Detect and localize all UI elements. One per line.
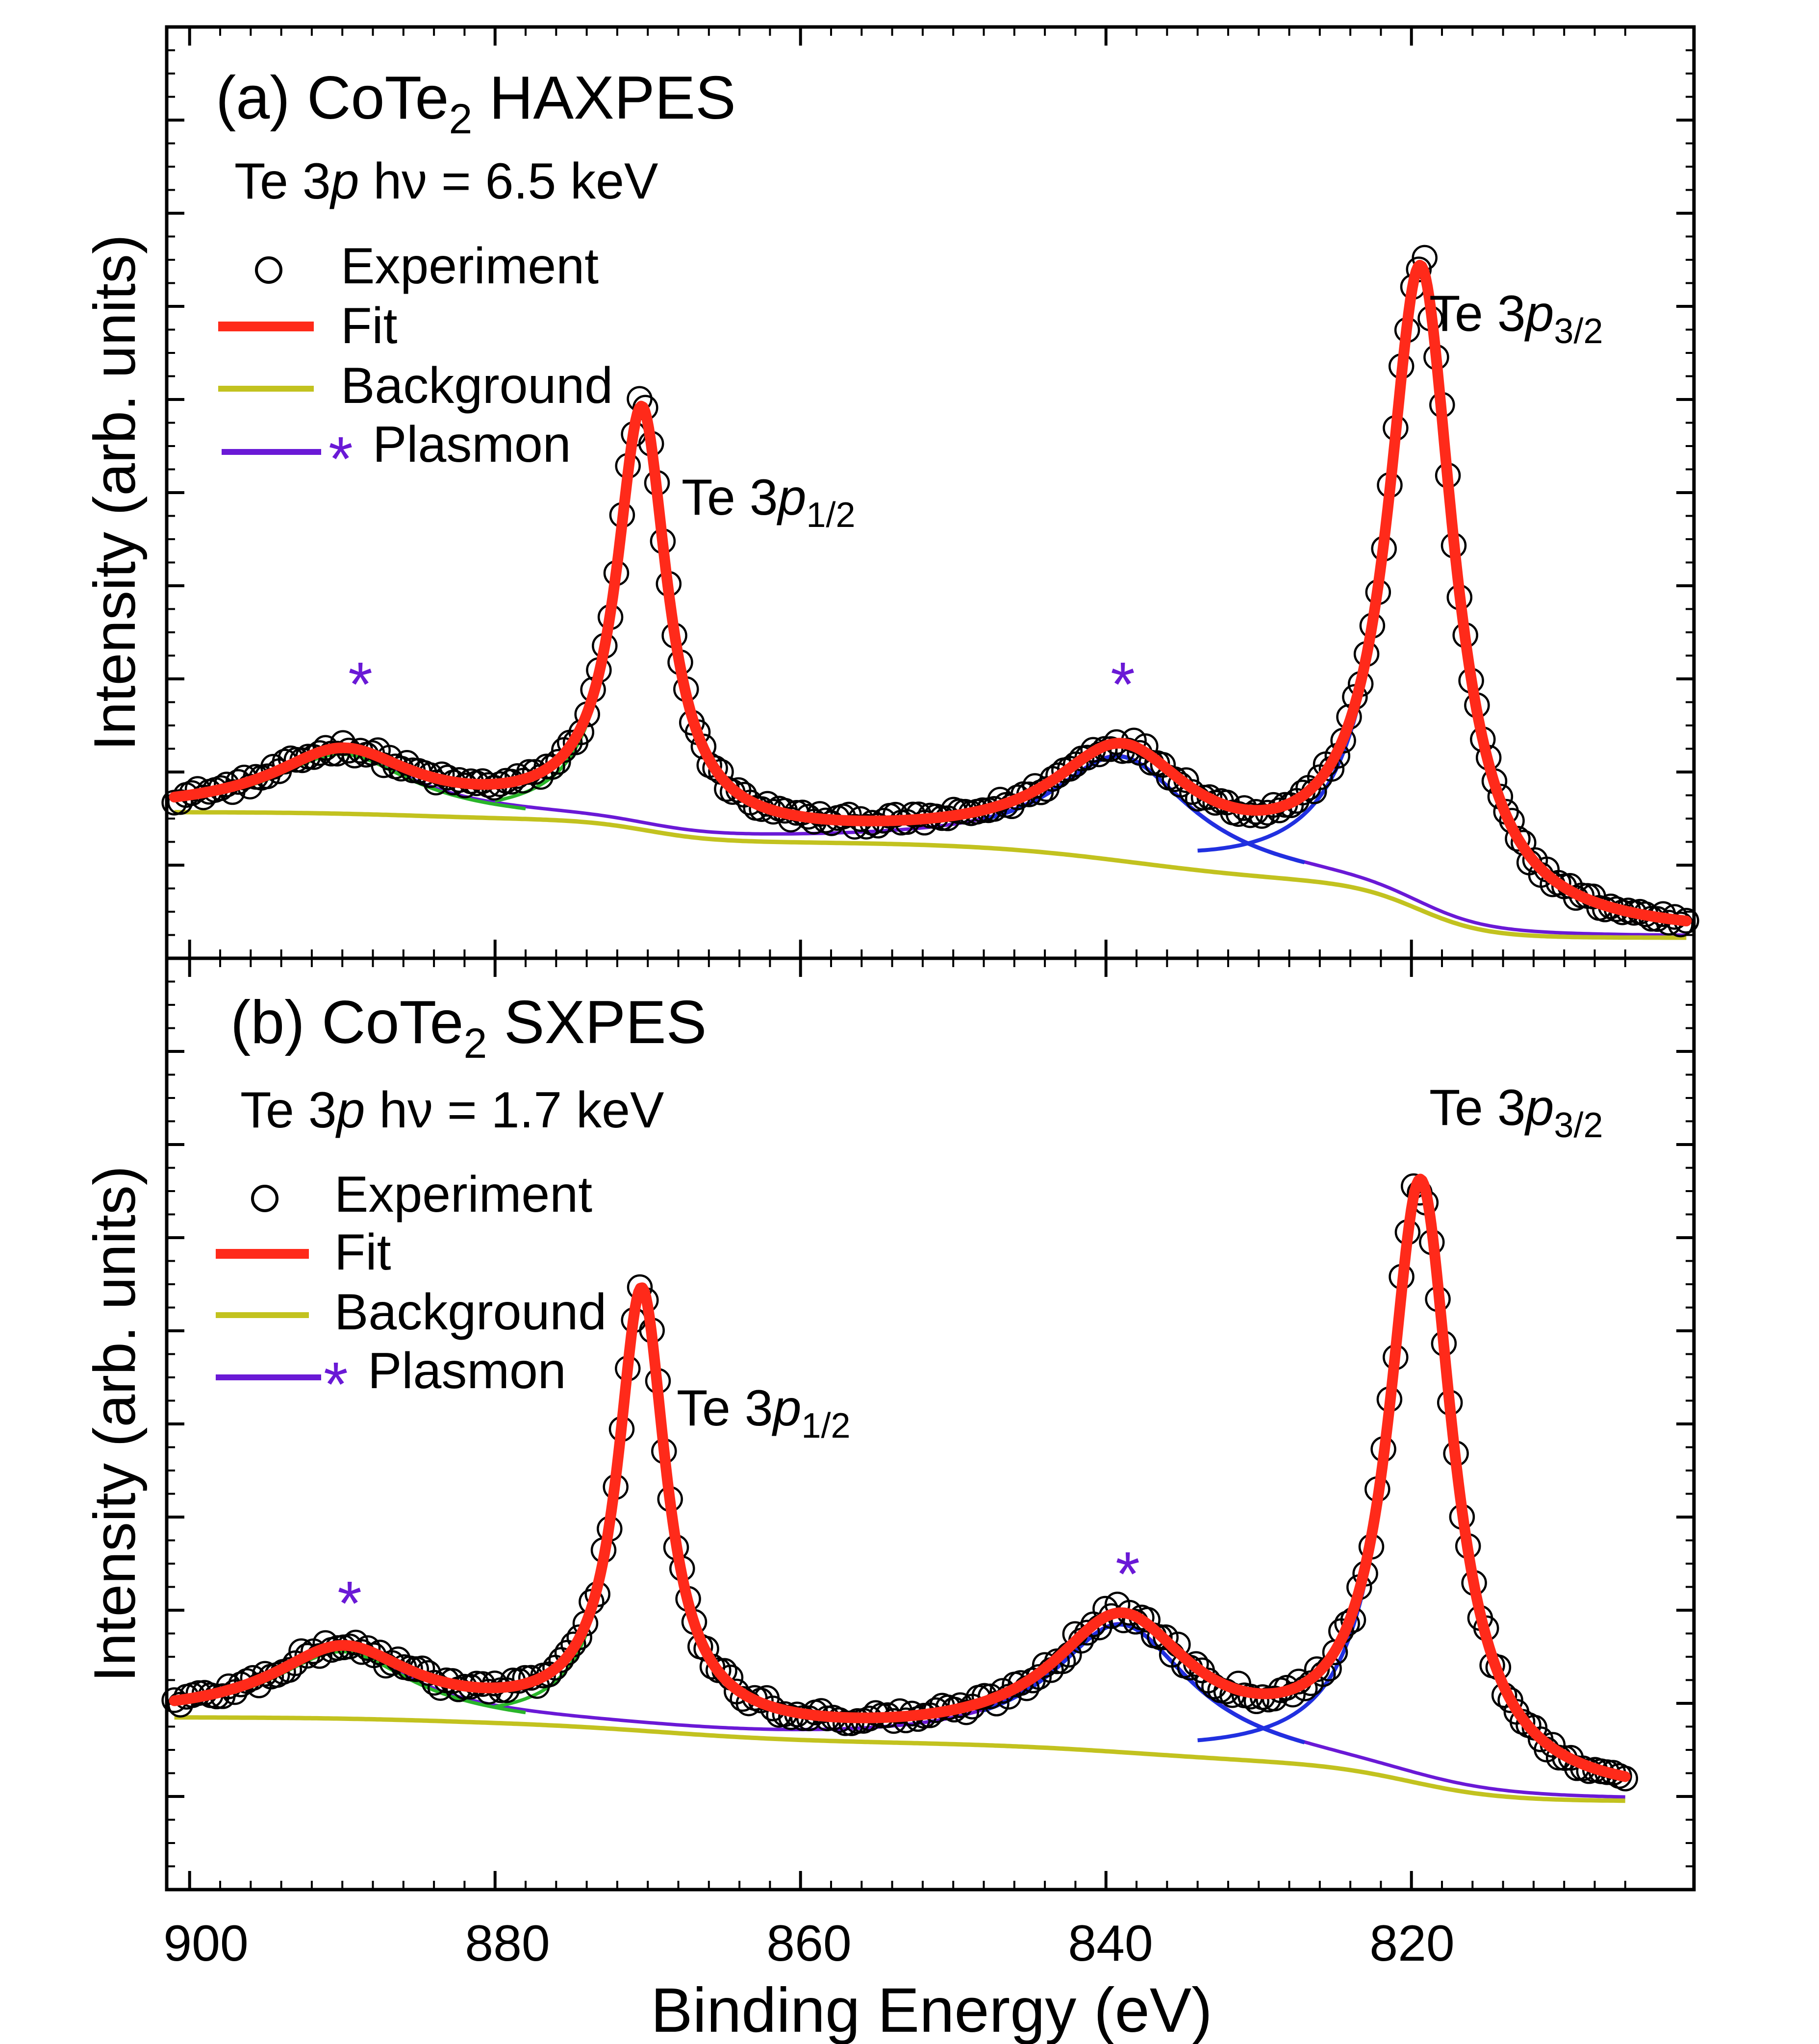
legend-plasmon-label: Plasmon [368,1343,566,1399]
experiment-point [836,801,862,828]
x-tick-label: 860 [766,1915,852,1972]
background-line [174,810,1687,940]
legend-experiment-label: Experiment [334,1166,592,1223]
experiment-point [1147,1624,1173,1650]
panel-a-title: (a) CoTe2 HAXPES [216,64,736,143]
panel-a-fit-line [169,260,1692,926]
peak-label-3p1-2: Te 3p1/2 [682,469,856,535]
peak-label-3p1-2: Te 3p1/2 [677,1380,851,1446]
experiment-point [853,814,880,840]
panel-a-legend: Experiment Fit Background * Plasmon [218,238,613,494]
legend-fit-label: Fit [334,1224,391,1281]
legend-experiment-label: Experiment [341,238,599,295]
peak-label-3p3-2: Te 3p3/2 [1429,1079,1603,1145]
experiment-marker-icon [255,256,282,284]
experiment-point [545,749,571,775]
panel-b: (b) CoTe2 SXPES Te 3p hν = 1.7 keV Exper… [161,956,1696,1892]
background-line [174,1715,1625,1803]
plasmon-star-890: * [348,649,373,720]
experiment-point [1667,911,1693,938]
x-axis-title: Binding Energy (eV) [651,1975,1213,2044]
peak-label-3p3-2: Te 3p3/2 [1429,285,1603,351]
plasmon-component-839 [983,754,1305,865]
panel-b-legend: Experiment Fit Background * Plasmon [216,1166,606,1420]
panel-a: (a) CoTe2 HAXPES Te 3p hν = 6.5 keV Expe… [161,25,1699,960]
x-tick-label: 880 [465,1915,550,1972]
panel-b-title: (b) CoTe2 SXPES [230,989,707,1067]
experiment-point [1304,1656,1330,1682]
plasmon-star-890: * [337,1569,362,1639]
legend-fit-label: Fit [341,298,398,354]
panel-b-background-lines [174,1490,1625,1803]
y-axis-title-b: Intensity (arb. units) [82,1166,148,1682]
experiment-point [702,755,728,781]
fit-line [169,1173,1631,1782]
experiment-point [1044,1648,1070,1674]
experiment-point [1074,1620,1100,1646]
x-tick-label: 820 [1369,1915,1455,1972]
x-tick-labels: 900 880 860 840 820 [163,1915,1455,1972]
legend-plasmon-label: Plasmon [373,416,571,473]
panel-b-ticks [167,957,1694,1891]
x-tick-label: 900 [163,1915,249,1972]
experiment-point [1505,825,1531,852]
plasmon-star-839: * [1111,649,1135,720]
experiment-point [1153,1624,1179,1650]
y-axis-title-a: Intensity (arb. units) [82,234,148,751]
legend-background-label: Background [334,1284,606,1341]
panel-a-ticks [167,25,1694,960]
legend-plasmon-star: * [324,1349,348,1420]
panel-a-condition: Te 3p hν = 6.5 keV [234,153,658,210]
legend-background-label: Background [341,357,613,414]
panel-b-fit-line [169,1173,1631,1782]
plasmon-star-839: * [1115,1539,1140,1609]
experiment-marker-icon [251,1185,278,1212]
experiment-point [1545,870,1571,896]
legend-plasmon-star: * [328,424,353,494]
fit-line [169,260,1692,926]
x-tick-label: 840 [1068,1915,1153,1972]
panel-b-condition: Te 3p hν = 1.7 keV [240,1082,664,1139]
